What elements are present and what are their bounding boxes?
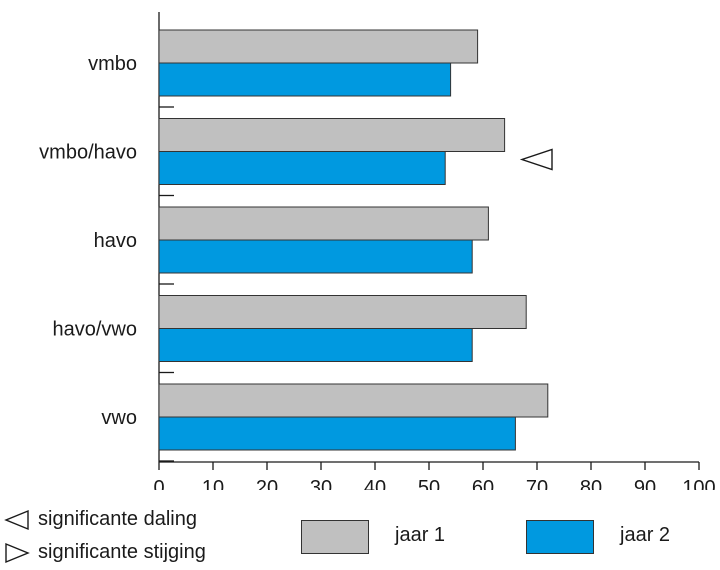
x-tick-label: 40 xyxy=(364,477,386,490)
x-tick-label: 30 xyxy=(310,477,332,490)
category-label: havo xyxy=(94,230,137,252)
legend-sig-down-label: significante daling xyxy=(38,508,197,530)
significant-decrease-marker xyxy=(519,148,553,171)
bar-jaar-2 xyxy=(158,239,473,274)
bar-jaar-1 xyxy=(158,118,506,152)
x-tick-label: 0 xyxy=(153,477,164,490)
bar-chart: vmbo vmbo/havo havo havo/vwo vwo 0 10 20 30 40 50 6… xyxy=(39,12,716,490)
x-tick-label: 50 xyxy=(418,477,440,490)
bar-jaar-1 xyxy=(158,295,527,329)
x-tick-label: 20 xyxy=(256,477,278,490)
legend-label-jaar-2: jaar 2 xyxy=(620,524,671,546)
bar-jaar-1 xyxy=(158,29,479,64)
x-tick-label: 80 xyxy=(580,477,602,490)
bar-jaar-2 xyxy=(158,328,473,362)
triangle-left-icon xyxy=(4,509,29,530)
bar-jaar-2 xyxy=(158,416,516,451)
x-tick-label: 90 xyxy=(634,477,656,490)
legend-swatch-jaar-2 xyxy=(526,520,594,554)
bar-jaar-2 xyxy=(158,151,446,185)
bar-jaar-1 xyxy=(158,206,489,241)
category-label: vmbo xyxy=(88,53,137,75)
legend-swatch-jaar-1 xyxy=(301,520,369,554)
legend-sig-up-label: significante stijging xyxy=(38,541,206,563)
legend-significant-increase: significante stijging xyxy=(4,541,206,564)
legend-significant-decrease: significante daling xyxy=(4,508,197,531)
x-tick-label: 100 xyxy=(682,477,715,490)
bar-jaar-2 xyxy=(158,62,452,97)
triangle-right-icon xyxy=(5,542,30,563)
category-label: vwo xyxy=(101,407,137,429)
category-label: havo/vwo xyxy=(53,319,138,341)
x-tick-label: 70 xyxy=(526,477,548,490)
legend-label-jaar-1: jaar 1 xyxy=(395,524,446,546)
x-tick-label: 60 xyxy=(472,477,494,490)
x-tick-label: 10 xyxy=(202,477,224,490)
category-label: vmbo/havo xyxy=(39,142,137,164)
bar-jaar-1 xyxy=(158,383,549,418)
